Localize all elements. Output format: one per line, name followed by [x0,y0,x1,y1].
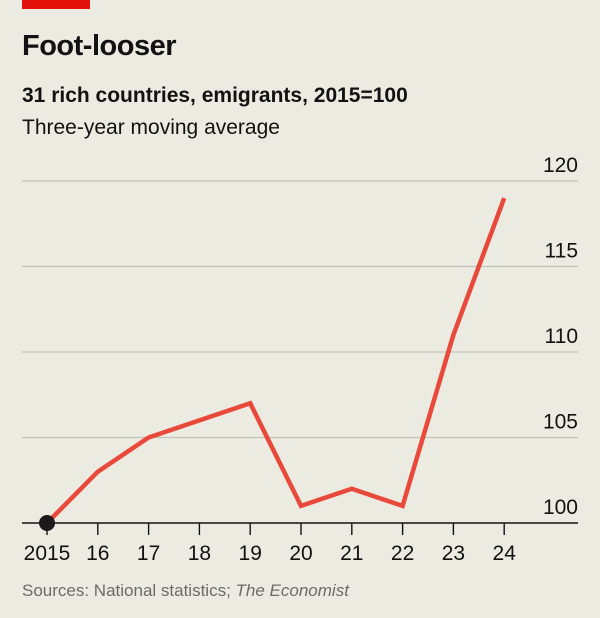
y-tick-label: 110 [545,325,578,348]
start-marker [39,515,55,531]
chart-subtitle: 31 rich countries, emigrants, 2015=100 [22,84,408,107]
x-tick-label: 17 [137,542,160,565]
x-tick-label: 18 [188,542,211,565]
series-line [45,197,507,525]
chart-description: Three-year moving average [22,116,280,139]
chart-title: Foot-looser [22,30,177,62]
source-publisher: The Economist [235,581,349,600]
y-tick-label: 100 [543,496,578,519]
x-tick-label: 16 [86,542,109,565]
x-tick-label: 24 [493,542,517,565]
x-tick-label: 22 [391,542,414,565]
x-tick-label: 20 [289,542,312,565]
x-tick-label: 2015 [24,542,71,565]
x-tick-label: 23 [442,542,465,565]
y-tick-label: 105 [543,411,578,434]
brand-bar [22,0,90,9]
x-tick-label: 19 [239,542,262,565]
y-tick-label: 120 [543,154,578,177]
y-tick-label: 115 [545,240,578,263]
source-note: Sources: National statistics; The Econom… [22,581,349,601]
source-text: Sources: National statistics; [22,581,236,600]
x-tick-label: 21 [340,542,363,565]
